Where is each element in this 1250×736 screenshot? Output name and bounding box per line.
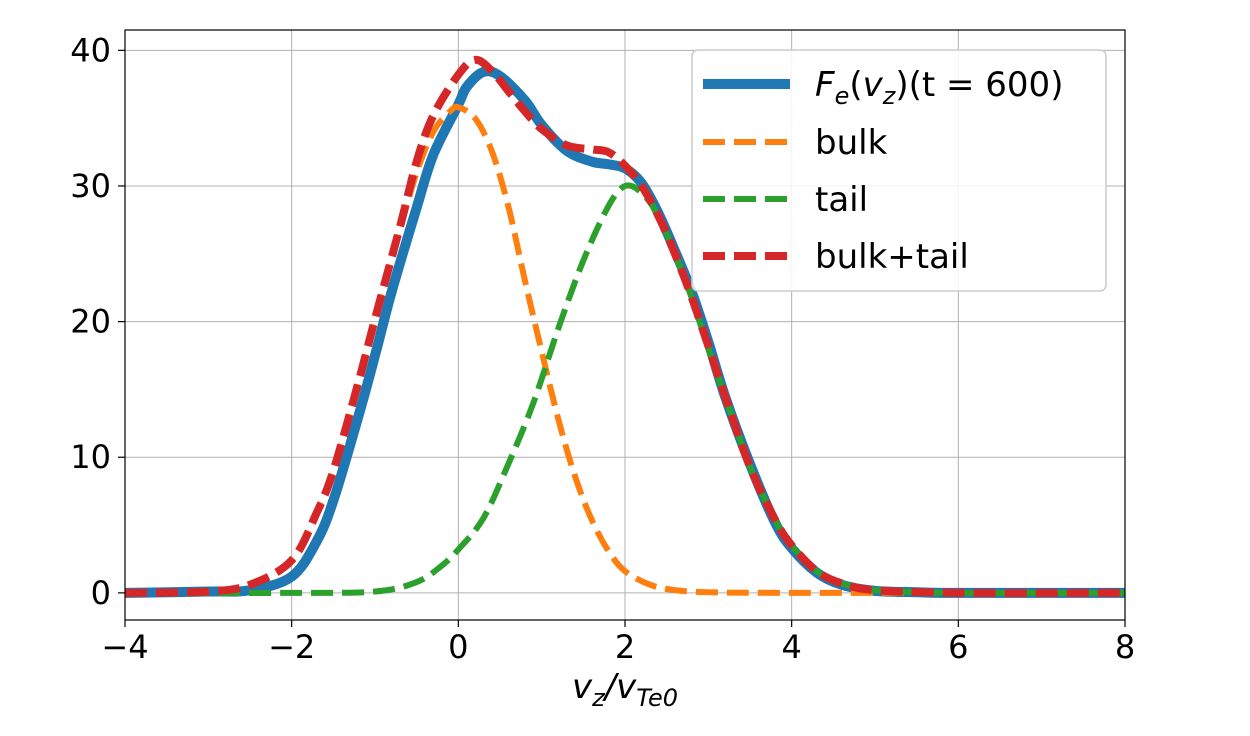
svg-text:vz/vTe0: vz/vTe0 <box>572 667 678 712</box>
series-bulk-tail-line <box>124 55 1126 598</box>
legend-label-fe: Fe(vz)(t = 600) <box>815 65 1063 110</box>
y-tick-label: 0 <box>91 574 111 612</box>
x-tick-label: 4 <box>781 628 801 666</box>
x-axis-label: vz/vTe0 <box>572 667 678 712</box>
x-tick-label: −2 <box>268 628 315 666</box>
x-tick-label: 6 <box>948 628 968 666</box>
y-tick-label: 20 <box>70 303 111 341</box>
xlabel-main: v <box>572 667 593 707</box>
x-tick-label: 0 <box>448 628 468 666</box>
legend: Fe(vz)(t = 600) bulk tail bulk+tail <box>691 49 1107 292</box>
y-tick-label: 40 <box>70 31 111 69</box>
legend-label-tail: tail <box>815 180 868 220</box>
x-tick-label: 8 <box>1115 628 1135 666</box>
x-tick-label: −4 <box>101 628 148 666</box>
legend-label-bulk: bulk <box>815 123 888 163</box>
legend-box <box>691 49 1107 292</box>
series-lines <box>124 55 1126 598</box>
xlabel-sub2: Te0 <box>636 684 678 712</box>
x-tick-label: 2 <box>615 628 635 666</box>
y-tick-label: 30 <box>70 167 111 205</box>
xlabel-slash: /v <box>602 667 637 707</box>
xlabel-sub1: z <box>591 684 606 712</box>
legend-label-bulk-tail: bulk+tail <box>815 237 969 277</box>
y-tick-label: 10 <box>70 438 111 476</box>
axis-ticks: −4 −2 0 2 4 6 8 0 10 20 30 40 <box>70 31 1135 666</box>
series-tail-line <box>124 182 1126 597</box>
